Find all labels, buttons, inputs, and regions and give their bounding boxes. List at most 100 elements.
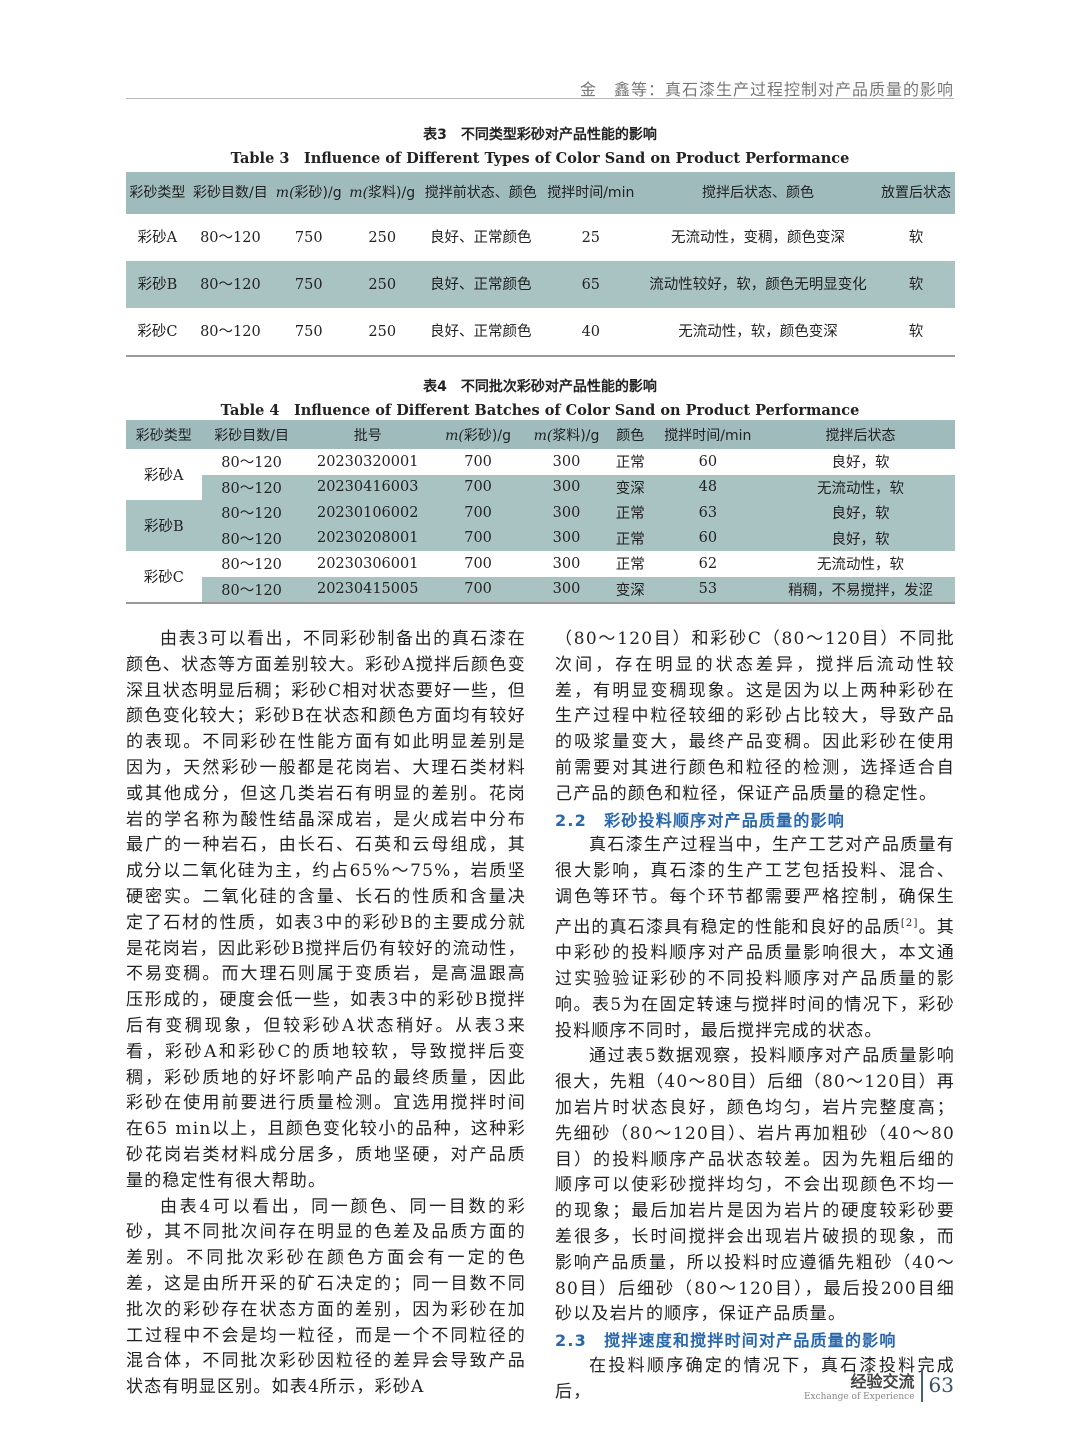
table3: 彩砂类型 彩砂目数/目 m(彩砂)/g m(浆料)/g 搅拌前状态、颜色 搅拌时间/min… [126, 172, 955, 357]
header-rule [126, 98, 954, 99]
table-cell: 700 [464, 453, 492, 470]
table-cell: 良好、正常颜色 [429, 229, 532, 246]
table3-title-en: Table 3 Influence of Different Types of … [230, 150, 850, 167]
table-cell: 300 [552, 555, 581, 572]
table-cell: 80～120 [221, 557, 282, 574]
table-header-row: 彩砂类型 彩砂目数/目 m(彩砂)/g m(浆料)/g 搅拌前状态、颜色 搅拌时间/min… [126, 172, 955, 214]
table-cell: 80～120 [200, 229, 261, 246]
group-type-cell: 彩砂B [126, 500, 202, 551]
table-cell: 62 [698, 555, 718, 572]
table-cell: 700 [464, 555, 492, 572]
table-cell: 正常 [610, 500, 650, 526]
footer-section-en: Exchange of Experience [803, 1392, 915, 1402]
table-cell: 300 [522, 576, 611, 603]
table-cell: 750 [294, 276, 323, 293]
table-cell: 700 [433, 525, 523, 551]
table-cell: 25 [581, 229, 601, 246]
table4: 彩砂类型 彩砂目数/目 批号 m(彩砂)/g m(浆料)/g 颜色 搅拌时间/min 搅拌后状… [126, 420, 955, 604]
table-row: 彩砂C 80～120 20230306001 700 300 正常 62 无流动性，软 [126, 551, 955, 586]
table4-title-zh: 表4 不同批次彩砂对产品性能的影响 [423, 379, 657, 395]
column-header: m(浆料)/g [522, 420, 611, 449]
table-cell: 750 [294, 229, 323, 246]
running-title: 金 鑫等：真石漆生产过程控制对产品质量的影响 [579, 80, 954, 99]
table-cell: 700 [433, 500, 523, 526]
table-row: 80～120 20230208001 700 300 正常 60 良好，软 [126, 525, 955, 551]
footer-section-zh: 经验交流 [850, 1372, 915, 1391]
table-cell: 无流动性，变稠，颜色变深 [671, 229, 845, 246]
column-header: 颜色 [610, 420, 650, 449]
table-cell: 250 [368, 229, 397, 246]
table-cell: 彩砂B [137, 276, 178, 293]
column-header: 彩砂目数/目 [188, 172, 272, 214]
table-cell: 流动性较好，软，颜色无明显变化 [649, 276, 867, 293]
table-row: 彩砂C 80～120 750 250 良好、正常颜色 40 无流动性，软，颜色变深 软 [126, 308, 955, 356]
table-cell: 300 [522, 500, 611, 526]
group-type-cell: 彩砂A [144, 468, 184, 484]
page-number: 63 [928, 1373, 954, 1397]
left-column: 由表3可以看出，不同彩砂制备出的真石漆在颜色、状态等方面差别较大。彩砂A搅拌后颜… [126, 627, 526, 1401]
table-cell: 80～120 [201, 500, 302, 526]
table-row: 80～120 20230416003 700 300 变深 48 无流动性，软 [126, 474, 955, 500]
table-cell: 正常 [610, 525, 650, 551]
table-cell: 良好，软 [765, 525, 955, 551]
footer: 经验交流 Exchange of Experience 63 [804, 1368, 954, 1402]
table-row: 彩砂B 80～120 20230106002 700 300 正常 63 良好，软 [126, 500, 955, 551]
table-cell: 良好，软 [831, 455, 890, 472]
table-cell: 60 [649, 525, 766, 551]
table-cell: 80～120 [201, 474, 302, 500]
paragraph-text: 真石漆生产过程当中，生产工艺对产品质量有很大影响，真石漆的生产工艺包括投料、混合… [555, 835, 955, 938]
column-header: 搅拌时间/min [542, 172, 640, 214]
table-cell: 700 [433, 474, 523, 500]
table-cell: 彩砂A [137, 229, 178, 246]
table-cell: 80～120 [221, 455, 282, 472]
table-header-row: 彩砂类型 彩砂目数/目 批号 m(彩砂)/g m(浆料)/g 颜色 搅拌时间/min 搅拌后状… [126, 420, 955, 449]
column-header: 彩砂类型 [126, 172, 189, 214]
table-cell: 750 [294, 323, 323, 340]
column-header: m(浆料)/g [345, 172, 419, 214]
column-header: 搅拌后状态 [765, 420, 955, 449]
table-cell: 20230416003 [301, 474, 434, 500]
table-cell: 稍稠，不易搅拌，发涩 [765, 576, 955, 603]
table-cell: 63 [649, 500, 766, 526]
paragraph: 真石漆生产过程当中，生产工艺对产品质量有很大影响，真石漆的生产工艺包括投料、混合… [555, 833, 955, 1044]
column-header: m(彩砂)/g [271, 172, 346, 214]
table-cell: 正常 [615, 557, 645, 574]
table-cell: 48 [649, 474, 766, 500]
column-header: 批号 [301, 420, 434, 449]
group-type-cell: 彩砂C [143, 570, 184, 586]
table-cell: 300 [522, 474, 611, 500]
table-cell: 300 [522, 525, 611, 551]
paragraph: 由表3可以看出，不同彩砂制备出的真石漆在颜色、状态等方面差别较大。彩砂A搅拌后颜… [126, 629, 526, 1191]
table-cell: 300 [552, 453, 581, 470]
table-cell: 无流动性，软 [816, 557, 904, 574]
table-cell: 20230415005 [301, 576, 434, 603]
table-cell: 20230106002 [301, 500, 434, 526]
table-cell: 20230208001 [301, 525, 434, 551]
table-cell: 变深 [610, 576, 650, 603]
table-cell: 80～120 [201, 525, 302, 551]
table-cell: 正常 [615, 455, 645, 472]
table4-title-en: Table 4 Influence of Different Batches o… [220, 402, 860, 419]
table-cell: 无流动性，软 [765, 474, 955, 500]
table-cell: 无流动性，软，颜色变深 [678, 323, 838, 340]
paragraph-text: 。其中彩砂的投料顺序对产品质量影响很大，本文通过实验验证彩砂的不同投料顺序对产品… [555, 917, 955, 1041]
citation-ref[interactable]: [2] [900, 917, 919, 929]
column-header: 搅拌后状态、颜色 [639, 172, 877, 214]
column-header: m(彩砂)/g [433, 420, 523, 449]
column-header: 彩砂目数/目 [201, 420, 302, 449]
paragraph: 在投料顺序确定的情况下，真石漆投料完成后， [555, 1355, 955, 1402]
table-row: 彩砂B 80～120 750 250 良好、正常颜色 65 流动性较好，软，颜色无明显变化 软 [126, 261, 955, 308]
section-heading-2-2: 2.2 彩砂投料顺序对产品质量的影响 [555, 810, 845, 830]
table-row: 彩砂A 80～120 20230320001 700 300 正常 60 良好，软 [126, 449, 955, 484]
table-cell: 60 [698, 453, 718, 470]
table-cell: 软 [908, 323, 924, 340]
table-cell: 65 [581, 276, 601, 293]
table-cell: 良好，软 [765, 500, 955, 526]
column-header: 放置后状态 [876, 172, 955, 214]
table3-title-zh: 表3 不同类型彩砂对产品性能的影响 [423, 127, 657, 143]
table-cell: 20230306001 [316, 555, 419, 572]
table-cell: 40 [581, 323, 601, 340]
table-cell: 80～120 [200, 276, 261, 293]
table-row: 彩砂A 80～120 750 250 良好、正常颜色 25 无流动性，变稠，颜色变深 软 [126, 214, 955, 261]
